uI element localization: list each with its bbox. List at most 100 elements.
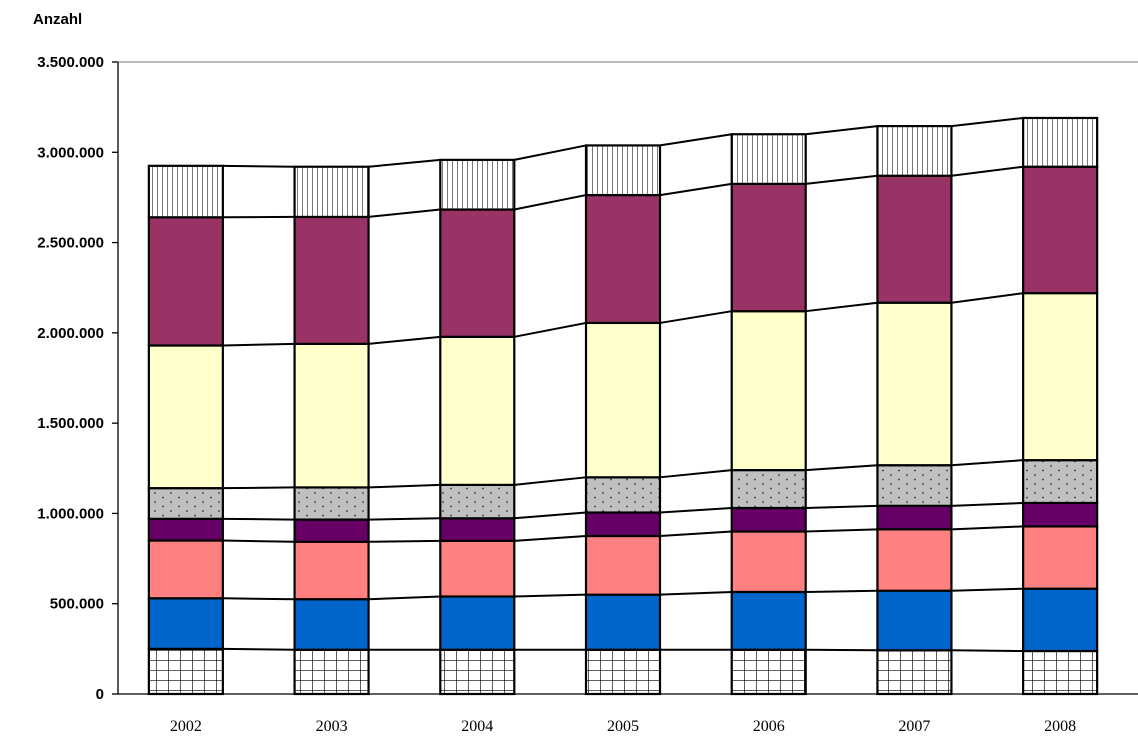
series-connector: [659, 530, 732, 537]
y-tick-label: 0: [96, 686, 104, 703]
bar-segment: [584, 144, 662, 197]
series-connector: [514, 593, 587, 598]
series-connector: [368, 158, 441, 168]
bar-segment: [730, 182, 807, 313]
bar-segment: [147, 344, 224, 490]
bar-segment: [730, 590, 807, 651]
bar-segment: [876, 589, 953, 652]
bar-segment: [1022, 587, 1099, 653]
series-connector: [805, 648, 878, 652]
series-connector: [368, 539, 441, 543]
bar-segment: [584, 321, 662, 479]
series-connector: [514, 321, 587, 338]
bar-segment: [1022, 116, 1099, 168]
bar-segment: [293, 165, 370, 219]
series-connector: [951, 525, 1024, 531]
bar-segment: [876, 504, 953, 531]
y-tick-label: 1.500.000: [37, 415, 104, 432]
bar-segment: [439, 648, 516, 696]
series-connector: [805, 174, 878, 185]
series-connector: [514, 535, 587, 542]
bar-segment: [147, 647, 224, 696]
series-connector: [368, 335, 441, 345]
series-connector: [951, 165, 1024, 177]
series-connector: [659, 590, 732, 596]
x-tick-label: 2006: [753, 718, 785, 735]
x-tick-label: 2003: [316, 718, 348, 735]
series-connector: [951, 459, 1024, 467]
bars: [147, 116, 1099, 696]
bar-segment: [293, 518, 370, 543]
y-axis: 0 500.000 1.000.000 1.500.000 2.000.000 2.500…: [37, 54, 118, 703]
series-connector: [222, 164, 295, 168]
series-connector: [805, 504, 878, 510]
x-tick-label: 2008: [1044, 718, 1076, 735]
series-connector-lines: [222, 116, 1024, 653]
series-connector: [368, 208, 441, 218]
bar-segment: [439, 595, 516, 651]
bar-segment: [876, 301, 953, 467]
bar-segment: [147, 517, 224, 542]
bar-segment: [584, 476, 662, 514]
y-tick-label: 2.000.000: [37, 325, 104, 342]
bar-segment: [876, 464, 953, 507]
bar-segment: [876, 125, 953, 177]
x-tick-label: 2004: [461, 718, 493, 735]
bar-segment: [584, 648, 662, 696]
bar-segment: [584, 193, 662, 325]
bar-segment: [439, 483, 516, 520]
bar-segment: [1022, 525, 1099, 590]
x-tick-label: 2005: [607, 718, 639, 735]
x-axis: 2002 2003 2004 2005 2006 2007 2008: [170, 718, 1076, 735]
bar-segment: [147, 216, 224, 347]
series-connector: [659, 507, 732, 514]
bar-segment: [439, 335, 516, 486]
series-connector: [951, 116, 1024, 128]
bar-segment: [293, 648, 370, 696]
series-connector: [805, 464, 878, 472]
series-connector: [514, 476, 587, 486]
series-connector: [951, 292, 1024, 304]
bar-segment: [1022, 501, 1099, 528]
series-connector: [659, 469, 732, 479]
x-tick-label: 2007: [898, 718, 930, 735]
series-connector: [951, 649, 1024, 653]
bar-segment: [147, 597, 224, 650]
series-connector: [222, 597, 295, 601]
series-connector: [805, 528, 878, 533]
y-axis-label: Anzahl: [33, 11, 82, 28]
series-connector: [659, 182, 732, 197]
bar-segment: [147, 164, 224, 219]
x-tick-label: 2002: [170, 718, 202, 735]
y-tick-label: 1.000.000: [37, 505, 104, 522]
series-connector: [222, 486, 295, 490]
bar-segment: [439, 208, 516, 338]
bar-segment: [1022, 459, 1099, 505]
bar-segment: [1022, 649, 1099, 696]
bar-segment: [876, 528, 953, 592]
bar-segment: [584, 511, 662, 538]
series-connector: [368, 595, 441, 601]
bar-segment: [1022, 165, 1099, 295]
bar-segment: [730, 530, 807, 594]
series-connector: [805, 589, 878, 593]
bar-segment: [147, 539, 224, 600]
bar-segment: [439, 517, 516, 542]
series-connector: [659, 310, 732, 324]
bar-segment: [876, 649, 953, 696]
series-connector: [514, 511, 587, 520]
series-connector: [805, 125, 878, 136]
bar-segment: [730, 468, 807, 510]
bar-segment: [147, 487, 224, 520]
series-connector: [951, 501, 1024, 507]
bar-segment: [730, 133, 807, 185]
y-tick-label: 3.000.000: [37, 144, 104, 161]
series-connector: [659, 133, 732, 147]
series-connector: [222, 342, 295, 347]
bar-segment: [293, 598, 370, 651]
bar-segment: [293, 342, 370, 489]
series-connector: [514, 144, 587, 161]
series-connector: [222, 517, 295, 521]
bar-segment: [439, 539, 516, 598]
